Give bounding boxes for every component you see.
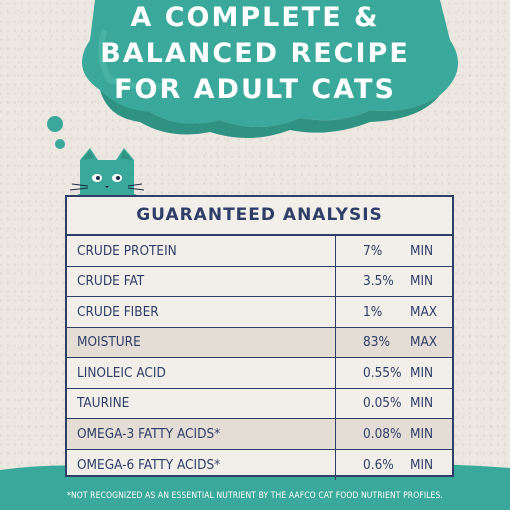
nutrient-value: 0.55%: [363, 364, 402, 381]
nutrient-value: 1%: [363, 303, 383, 320]
nutrient-unit: MIN: [410, 364, 434, 381]
nutrient-name: CRUDE FIBER: [67, 297, 336, 327]
nutrient-name: TAURINE: [67, 388, 336, 418]
footnote: *NOT RECOGNIZED AS AN ESSENTIAL NUTRIENT…: [67, 491, 443, 501]
nutrient-value: 0.05%: [363, 395, 402, 412]
nutrient-name: OMEGA-6 FATTY ACIDS*: [67, 449, 336, 480]
thought-bubble-large: [47, 116, 63, 132]
nutrient-value: 0.6%: [363, 456, 394, 473]
nutrient-name: OMEGA-3 FATTY ACIDS*: [67, 419, 336, 449]
nutrient-value: 7%: [363, 242, 383, 259]
table-row: CRUDE PROTEIN 7% MIN: [67, 236, 452, 267]
cat-peeking-icon: [70, 148, 145, 202]
table-row: CRUDE FIBER 1% MAX: [67, 297, 452, 328]
table-row: TAURINE 0.05% MIN: [67, 388, 452, 419]
nutrient-name: CRUDE PROTEIN: [67, 236, 336, 266]
thought-cloud: [82, 0, 458, 139]
headline: A COMPLETE & BALANCED RECIPE FOR ADULT C…: [0, 0, 510, 108]
thought-bubble-small: [55, 139, 65, 149]
table-row: OMEGA-3 FATTY ACIDS* 0.08% MIN: [67, 419, 452, 450]
headline-line-2: BALANCED RECIPE: [100, 38, 410, 69]
nutrient-unit: MIN: [410, 242, 434, 259]
table-row: OMEGA-6 FATTY ACIDS* 0.6% MIN: [67, 449, 452, 480]
nutrient-unit: MAX: [410, 334, 438, 351]
nutrient-name: LINOLEIC ACID: [67, 358, 336, 388]
nutrient-unit: MIN: [410, 395, 434, 412]
nutrient-name: CRUDE FAT: [67, 266, 336, 296]
nutrient-unit: MIN: [410, 425, 434, 442]
headline-line-3: FOR ADULT CATS: [114, 74, 396, 105]
table-row: MOISTURE 83% MAX: [67, 327, 452, 358]
nutrient-name: MOISTURE: [67, 327, 336, 357]
guaranteed-analysis-table: GUARANTEED ANALYSIS CRUDE PROTEIN 7% MIN…: [65, 195, 454, 480]
nutrient-unit: MAX: [410, 303, 438, 320]
table-title: GUARANTEED ANALYSIS: [67, 197, 452, 236]
table-row: CRUDE FAT 3.5% MIN: [67, 266, 452, 297]
headline-line-1: A COMPLETE &: [130, 2, 380, 33]
table-row: LINOLEIC ACID 0.55% MIN: [67, 358, 452, 389]
nutrient-value: 3.5%: [363, 273, 394, 290]
nutrient-unit: MIN: [410, 456, 434, 473]
nutrient-value: 83%: [363, 334, 390, 351]
nutrient-value: 0.08%: [363, 425, 402, 442]
nutrient-unit: MIN: [410, 273, 434, 290]
